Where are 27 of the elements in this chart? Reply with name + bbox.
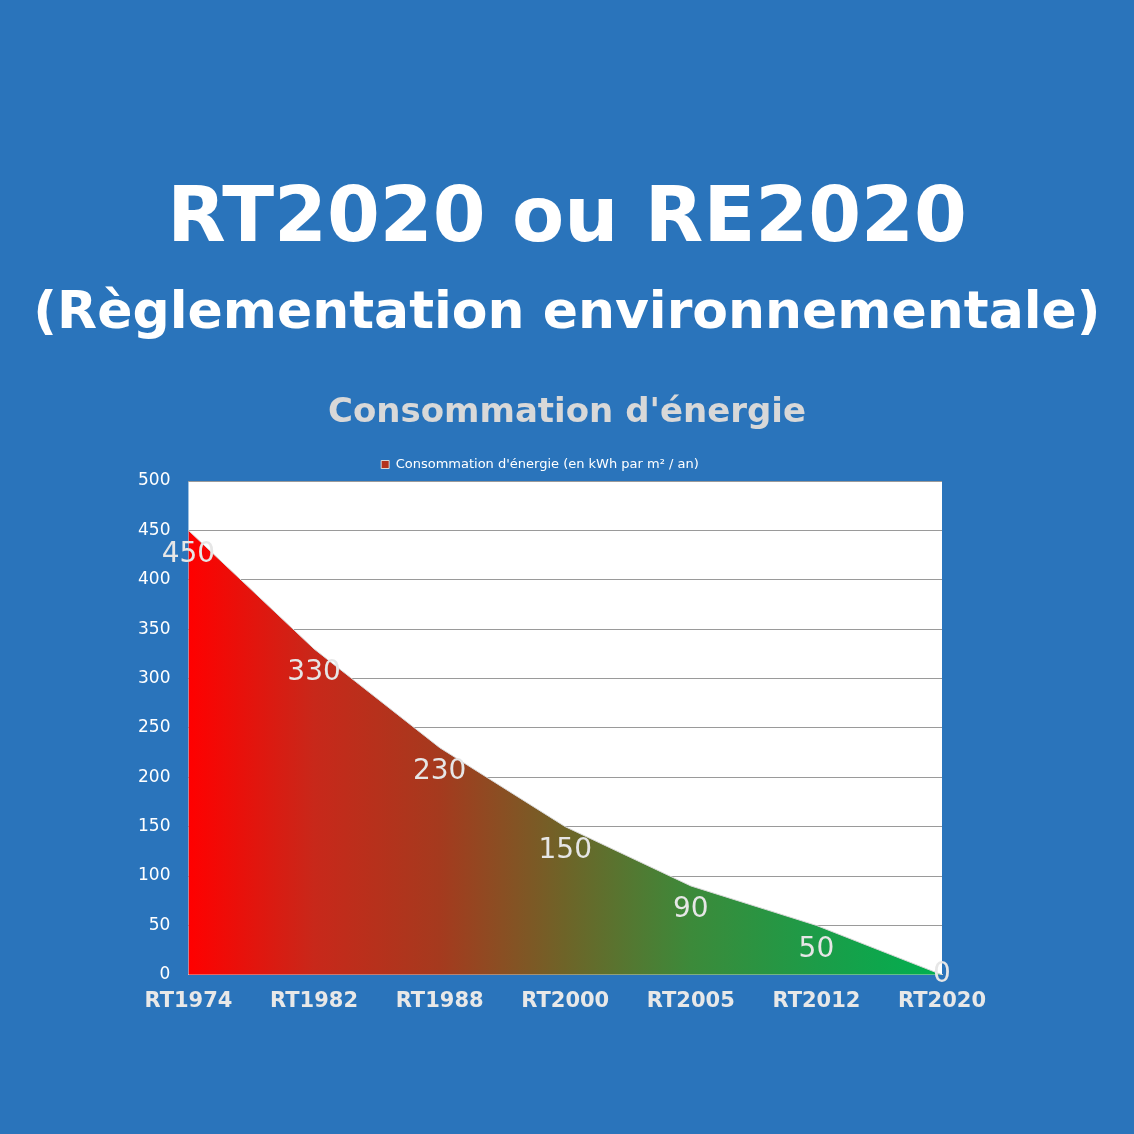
y-tick-label: 150 — [137, 815, 171, 836]
data-label: 90 — [673, 891, 709, 925]
x-tick-label: RT2000 — [521, 987, 610, 1012]
y-tick-label: 0 — [159, 963, 171, 984]
x-tick-label: RT1974 — [144, 987, 233, 1012]
y-tick-label: 50 — [148, 913, 171, 934]
x-tick-label: RT2012 — [772, 987, 861, 1012]
y-tick-label: 250 — [137, 716, 171, 737]
x-tick-label: RT2005 — [646, 987, 735, 1012]
data-label: 230 — [412, 752, 467, 786]
data-label: 50 — [798, 930, 835, 964]
text: Consommation d'énergie — [326, 390, 808, 430]
x-tick-label: RT1988 — [395, 987, 484, 1012]
y-tick-label: 450 — [137, 518, 171, 539]
data-label: 330 — [287, 654, 341, 688]
y-tick-label: 300 — [137, 666, 171, 687]
y-tick-label: 400 — [137, 568, 171, 589]
chart-title: RT2020 ou RE2020 — [166, 170, 968, 259]
y-tick-label: 100 — [137, 864, 171, 885]
x-tick-label: RT2020 — [898, 987, 986, 1012]
legend-label: Consommation d'énergie (en kWh par m² / an) — [395, 455, 699, 471]
y-tick-label: 350 — [137, 617, 171, 638]
y-tick-label: 500 — [137, 469, 171, 490]
chart-subtitle: (Règlementation environnementale) — [32, 280, 1102, 340]
x-tick-label: RT1982 — [270, 987, 359, 1012]
data-label: 150 — [538, 831, 592, 865]
y-tick-label: 200 — [137, 765, 171, 786]
